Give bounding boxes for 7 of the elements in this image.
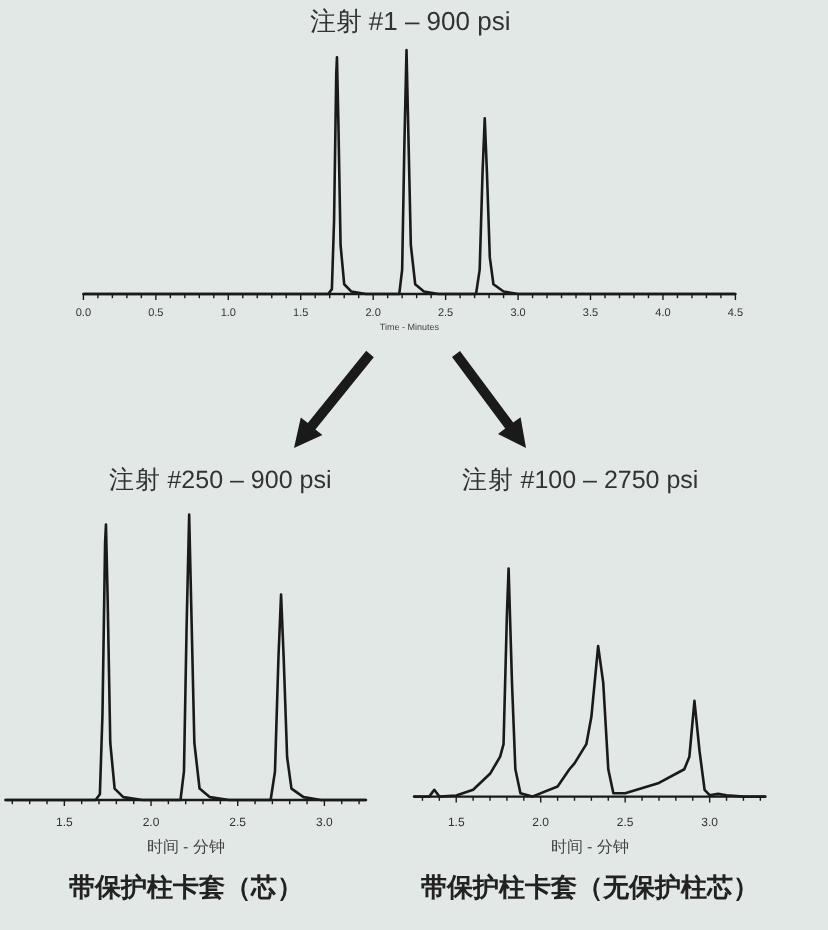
x-axis-title: 时间 - 分钟: [550, 838, 629, 856]
chart-title: 注射 #100 – 2750 psi: [461, 466, 699, 494]
text: 带保护柱卡套（无保护柱芯）: [420, 872, 759, 902]
chart-title: 注射 #1 – 900 psi: [309, 6, 511, 36]
text: 带保护柱卡套（芯）: [68, 872, 303, 902]
x-axis-title: 时间 - 分钟: [146, 838, 225, 856]
chart-title: 注射 #250 – 900 psi: [108, 466, 332, 494]
